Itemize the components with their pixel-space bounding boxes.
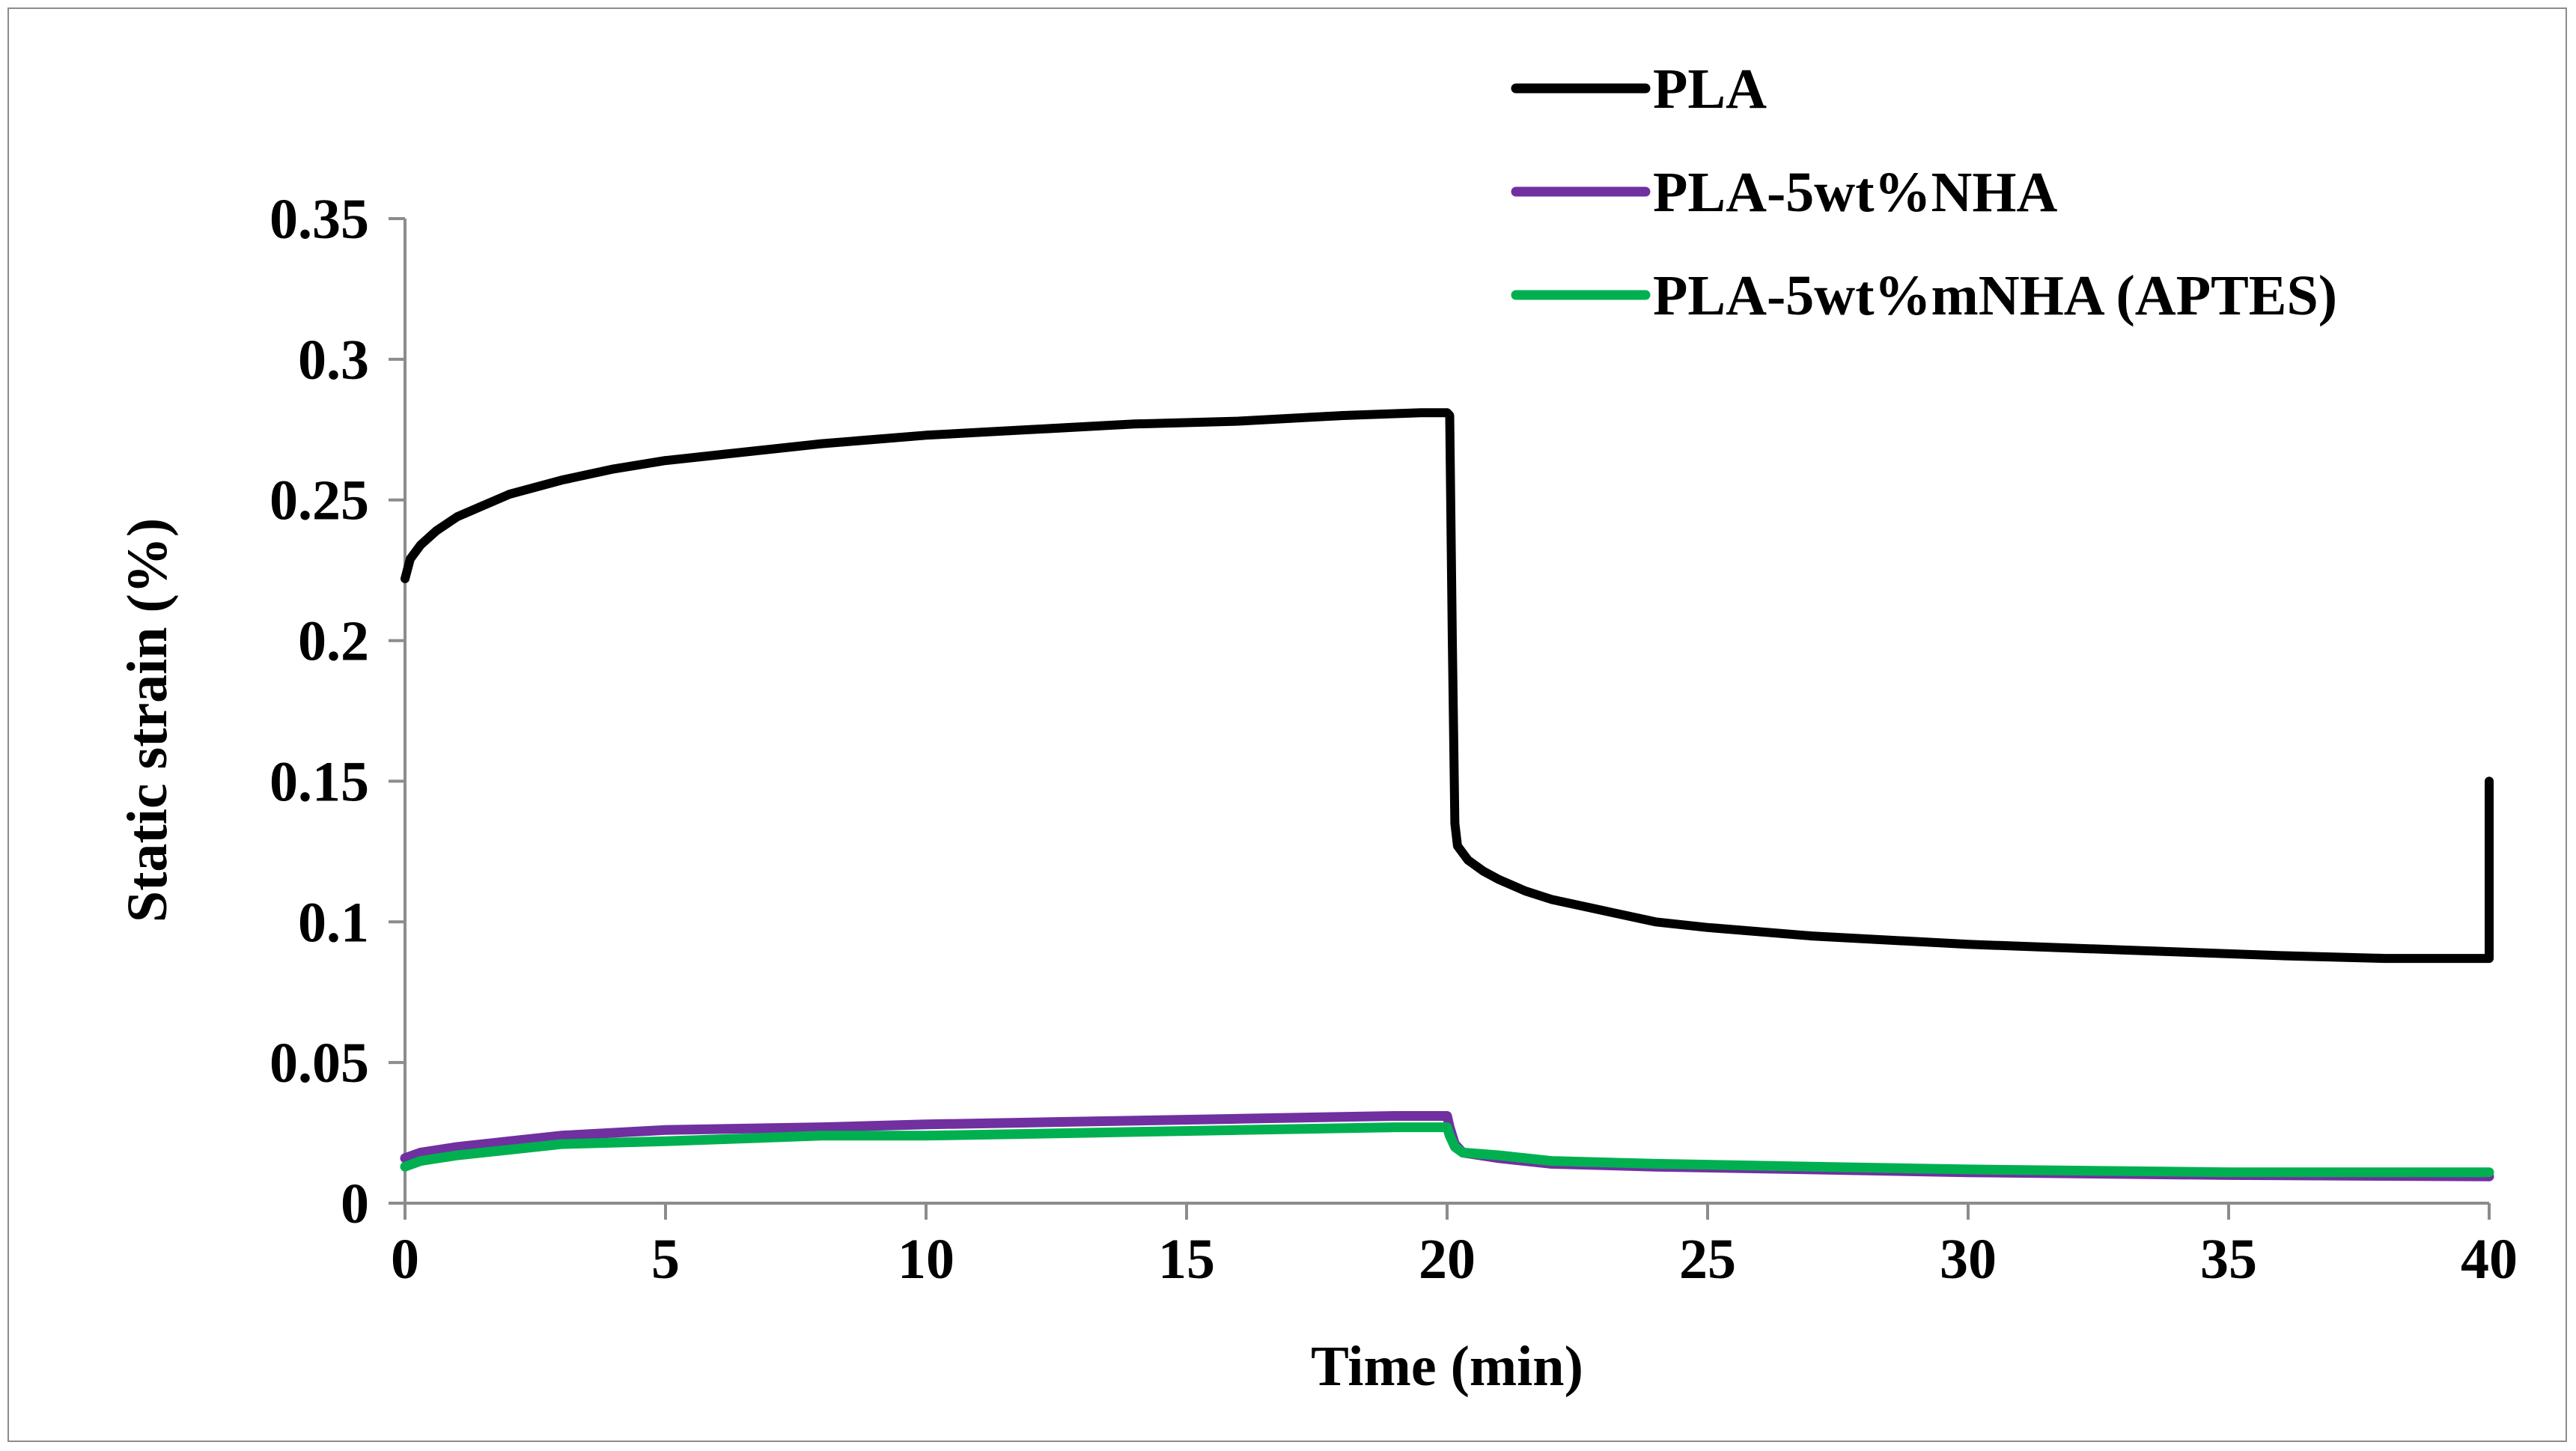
y-tick-label: 0.25 xyxy=(270,469,369,532)
legend-label-2: PLA-5wt%NHA xyxy=(1653,161,2058,224)
y-tick-label: 0.2 xyxy=(298,610,369,673)
legend-label-1: PLA xyxy=(1653,58,1767,121)
legend-label-3: PLA-5wt%mNHA (APTES) xyxy=(1653,264,2337,327)
y-tick-label: 0.3 xyxy=(298,329,369,392)
y-tick-label: 0 xyxy=(341,1172,369,1235)
x-tick-label: 10 xyxy=(898,1228,954,1291)
y-tick-label: 0.15 xyxy=(270,750,369,813)
y-tick-label: 0.05 xyxy=(270,1032,369,1095)
y-tick-label: 0.1 xyxy=(298,891,369,954)
x-tick-label: 5 xyxy=(651,1228,680,1291)
series-line-3 xyxy=(400,1122,2494,1178)
x-tick-label: 25 xyxy=(1679,1228,1736,1291)
series-layer xyxy=(400,408,2494,1181)
series-line-1 xyxy=(401,408,2494,964)
y-axis-title: Static strain (%) xyxy=(116,518,179,922)
x-tick-label: 0 xyxy=(391,1228,419,1291)
y-tick-label: 0.35 xyxy=(270,188,369,251)
x-tick-label: 40 xyxy=(2461,1228,2518,1291)
x-tick-label: 35 xyxy=(2200,1228,2257,1291)
x-tick-label: 30 xyxy=(1940,1228,1997,1291)
legend: PLA PLA-5wt%NHA PLA-5wt%mNHA (APTES) xyxy=(1511,58,2337,327)
axes: 0 0.05 0.1 0.15 0.2 0.25 0.3 0.35 0 5 10 15 20 25 30 35… xyxy=(270,188,2518,1291)
x-axis-title: Time (min) xyxy=(1311,1335,1583,1398)
x-tick-label: 20 xyxy=(1419,1228,1476,1291)
x-tick-label: 15 xyxy=(1158,1228,1215,1291)
